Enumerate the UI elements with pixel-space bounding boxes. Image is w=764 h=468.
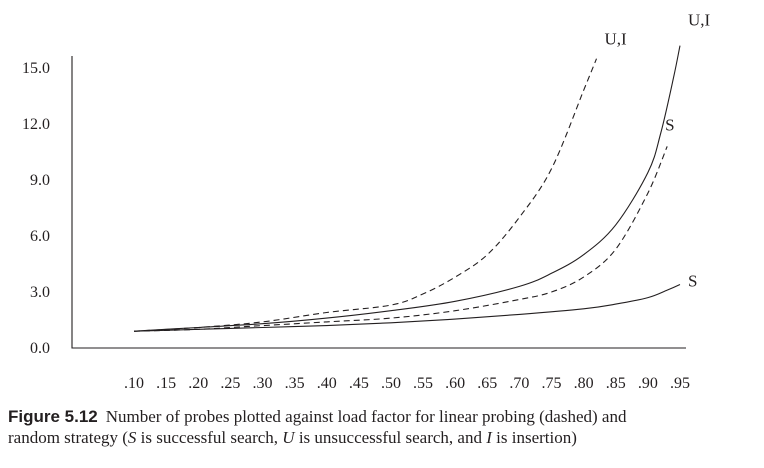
x-tick-label: .85 [606, 375, 626, 392]
chart-axes [71, 56, 686, 349]
x-tick-label: .50 [381, 375, 401, 392]
x-axis-tick-labels: .10 .15 .20 .25 .30 .35 .40 .45 .50 .55 .60 .65 .70.… [124, 375, 690, 392]
y-axis-tick-labels: 0.0 3.0 6.0 9.0 12.0 15.0 [22, 60, 50, 357]
caption-symbol-u: U [282, 428, 295, 447]
x-tick-label: .90 [638, 375, 658, 392]
x-tick-label: .75 [542, 375, 562, 392]
random-unsuccessful-curve [133, 45, 681, 332]
curve-label: U,I [604, 30, 627, 49]
x-tick-label: .80 [574, 375, 594, 392]
y-tick-label: 15.0 [22, 60, 50, 77]
x-tick-label: .10 [124, 375, 144, 392]
caption-text-1: Number of probes plotted against load fa… [105, 407, 627, 426]
y-tick-label: 12.0 [22, 116, 50, 133]
curve-label: U,I [688, 11, 711, 30]
x-tick-label: .55 [413, 375, 433, 392]
curve-label: S [665, 115, 674, 134]
caption-line-2: random strategy (S is successful search,… [8, 428, 577, 447]
x-tick-label: .20 [188, 375, 208, 392]
x-tick-label: .40 [317, 375, 337, 392]
y-tick-label: 3.0 [30, 284, 50, 301]
x-tick-label: .30 [252, 375, 272, 392]
x-tick-label: .25 [220, 375, 240, 392]
y-tick-label: 6.0 [30, 228, 50, 245]
probes-chart: 0.0 3.0 6.0 9.0 12.0 15.0 .10 .15 .20 .25 .30 .35.… [22, 11, 711, 392]
figure-caption: Figure 5.12 Number of probes plotted agai… [8, 406, 753, 448]
curve-labels: U,I U,I S S [604, 11, 710, 291]
x-tick-label: .95 [670, 375, 690, 392]
caption-line-1: Figure 5.12 Number of probes plotted agai… [8, 406, 753, 427]
x-tick-label: .45 [349, 375, 369, 392]
x-tick-label: .35 [285, 375, 305, 392]
curve-label: S [688, 272, 697, 291]
curves [133, 45, 681, 332]
y-tick-label: 9.0 [30, 172, 50, 189]
x-tick-label: .60 [445, 375, 465, 392]
caption-symbol-i: I [486, 428, 492, 447]
x-tick-label: .15 [156, 375, 176, 392]
linear-probing-unsuccessful-curve [133, 58, 598, 332]
figure-label: Figure 5.12 [8, 407, 98, 426]
x-tick-label: .70 [509, 375, 529, 392]
random-successful-curve [133, 284, 681, 332]
linear-probing-successful-curve [133, 146, 668, 332]
caption-symbol-s: S [127, 428, 137, 447]
x-tick-label: .65 [477, 375, 497, 392]
y-tick-label: 0.0 [30, 340, 50, 357]
